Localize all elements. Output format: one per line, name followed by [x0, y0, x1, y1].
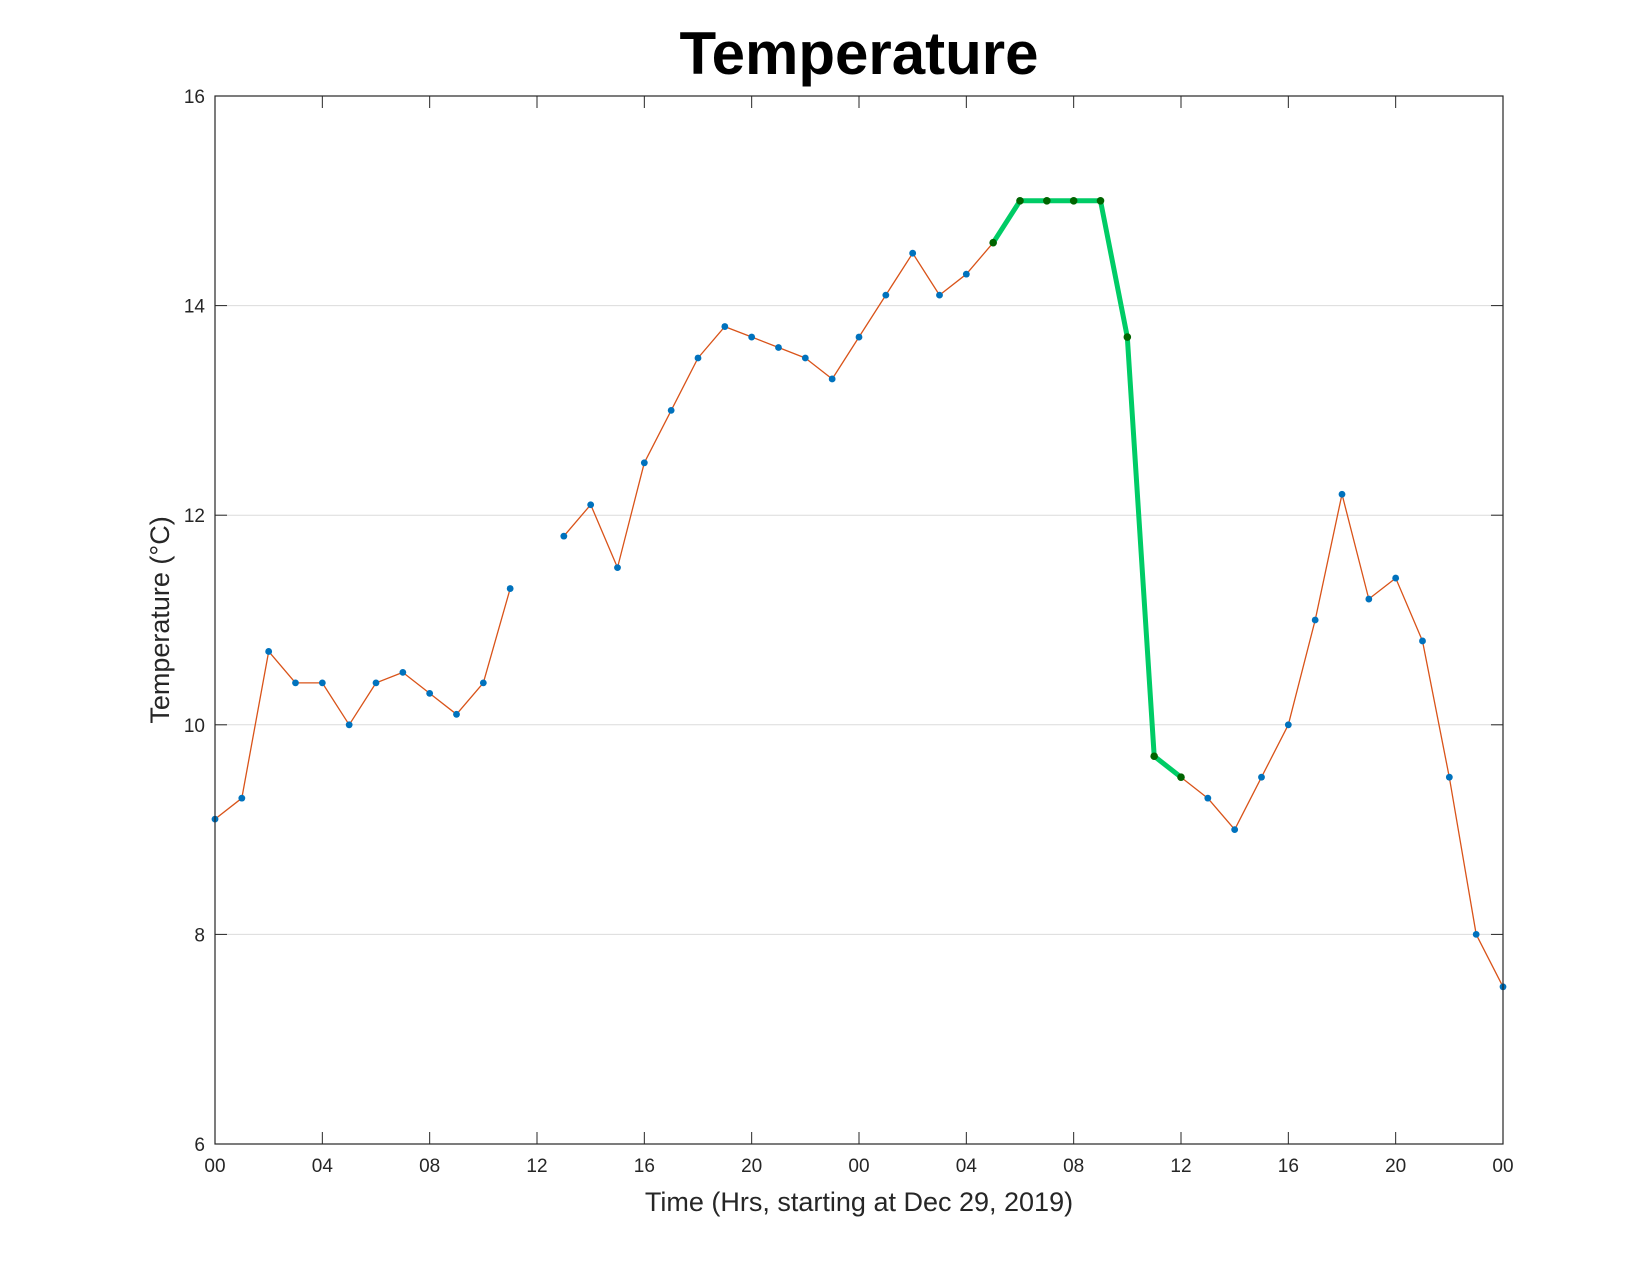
- data-point: [775, 344, 782, 351]
- data-point: [801, 354, 809, 362]
- y-tick-label: 10: [184, 716, 205, 737]
- data-point: [667, 407, 675, 414]
- x-tick-label: 20: [741, 1156, 762, 1177]
- y-tick-label: 6: [194, 1135, 205, 1156]
- y-tick-label: 12: [184, 506, 205, 527]
- x-tick-label: 00: [204, 1156, 225, 1177]
- x-tick-label: 00: [848, 1156, 869, 1177]
- data-point: [1365, 595, 1373, 603]
- data-point: [560, 532, 568, 540]
- tick-labels: 6 8 10 12 14 16 00 04 08 12 16 20 00 04 08 12 16 20 00: [184, 87, 1514, 1177]
- plot-background: [215, 96, 1503, 1144]
- data-point: [1392, 574, 1400, 582]
- y-tick-label: 16: [184, 87, 205, 108]
- data-point: [721, 323, 729, 330]
- highlight-point: [1150, 752, 1158, 761]
- x-tick-label: 04: [312, 1156, 334, 1177]
- data-point: [962, 270, 970, 278]
- x-tick-label: 16: [1278, 1156, 1299, 1177]
- data-point: [694, 354, 702, 362]
- data-point: [238, 794, 246, 802]
- data-point: [506, 585, 514, 592]
- series-line: [214, 587, 511, 820]
- data-point: [453, 710, 460, 718]
- x-tick-label: 00: [1492, 1156, 1513, 1177]
- data-point: [318, 679, 326, 687]
- data-point: [479, 679, 487, 687]
- data-point: [1445, 773, 1453, 781]
- y-tick-label: 8: [194, 925, 205, 946]
- data-point: [345, 721, 353, 729]
- series-layer: [211, 197, 1507, 991]
- x-axis-label: Time (Hrs, starting at Dec 29, 2019): [645, 1187, 1073, 1217]
- chart-title: Temperature: [679, 20, 1038, 87]
- x-tick-label: 16: [634, 1156, 655, 1177]
- data-point: [1204, 794, 1212, 802]
- highlight-point: [1177, 773, 1185, 781]
- x-tick-label: 12: [1170, 1156, 1191, 1177]
- highlight-line: [990, 198, 1184, 780]
- data-point: [614, 564, 621, 571]
- highlight-point: [989, 238, 997, 247]
- data-point: [882, 291, 890, 299]
- data-point: [1311, 616, 1319, 624]
- data-point: [828, 375, 836, 383]
- y-axis-label: Temperature (°C): [145, 516, 175, 723]
- data-point: [292, 679, 299, 687]
- highlight-series: [989, 197, 1185, 781]
- data-point: [1419, 637, 1426, 645]
- plot-frame: [214, 95, 1504, 1145]
- data-point: [1258, 773, 1265, 781]
- data-point: [587, 501, 595, 509]
- y-tick-label: 14: [184, 297, 206, 318]
- data-point: [399, 669, 407, 676]
- data-point: [372, 679, 380, 687]
- x-tick-label: 08: [1063, 1156, 1084, 1177]
- highlight-point: [1043, 197, 1051, 205]
- x-tick-label: 20: [1385, 1156, 1406, 1177]
- highlight-point: [1096, 197, 1105, 205]
- data-point: [426, 689, 434, 697]
- highlight-point: [1123, 333, 1132, 341]
- x-tick-label: 12: [526, 1156, 547, 1177]
- data-point: [1231, 826, 1239, 833]
- highlight-point: [1016, 197, 1024, 205]
- data-point: [855, 333, 863, 341]
- data-point: [909, 249, 917, 257]
- highlight-point: [1069, 197, 1078, 205]
- data-point: [640, 459, 648, 467]
- data-point: [265, 648, 273, 655]
- data-point: [1472, 931, 1480, 938]
- x-tick-label: 04: [956, 1156, 978, 1177]
- data-point: [1284, 721, 1292, 729]
- x-tick-label: 08: [419, 1156, 440, 1177]
- data-point: [936, 291, 943, 299]
- data-point: [1338, 490, 1346, 498]
- data-point: [748, 333, 756, 341]
